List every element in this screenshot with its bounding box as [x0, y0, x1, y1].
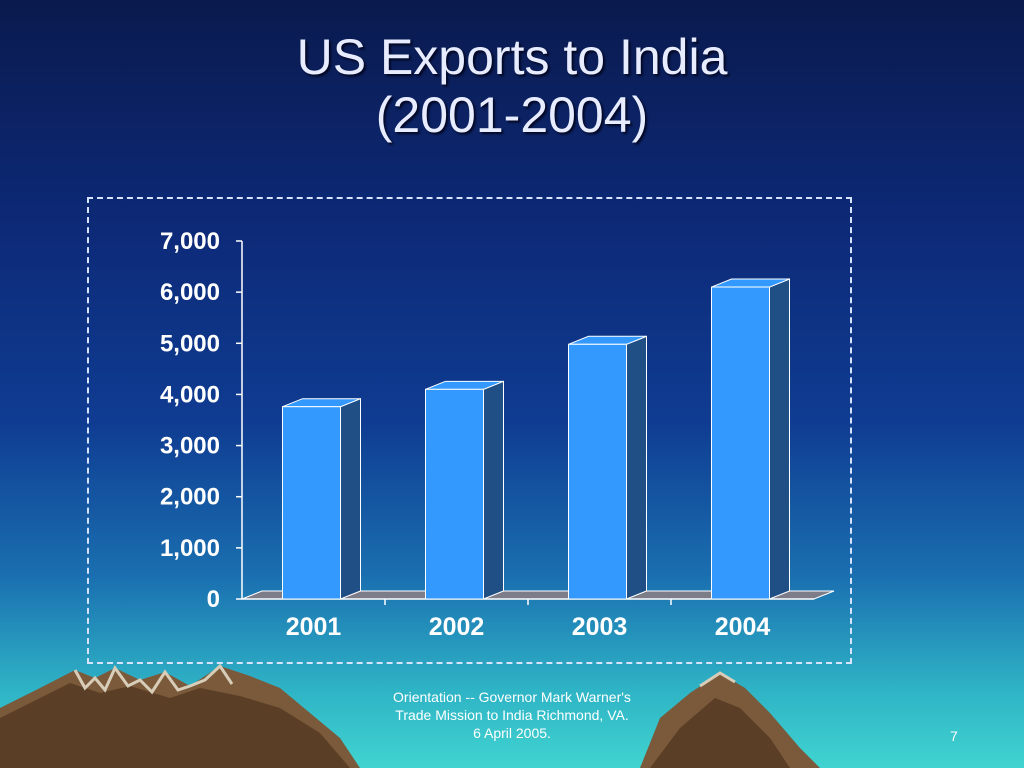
- y-tick-label: 3,000: [160, 433, 220, 460]
- chart-frame: 0 1,000 2,000 3,000 4,000 5,000 6,000 7,000 2001…: [87, 197, 852, 664]
- bar-side-2002: [483, 380, 504, 600]
- bar-side-2001: [340, 397, 361, 600]
- y-tick-label: 4,000: [160, 381, 220, 408]
- slide-title: US Exports to India (2001-2004): [0, 28, 1024, 144]
- y-tick-label: 0: [207, 586, 220, 613]
- x-tick-label: 2001: [286, 613, 342, 641]
- y-tick-label: 5,000: [160, 330, 220, 357]
- x-tick-label: 2003: [572, 613, 628, 641]
- y-tick-label: 6,000: [160, 279, 220, 306]
- y-tick-label: 2,000: [160, 484, 220, 511]
- title-line-1: US Exports to India: [296, 29, 728, 85]
- footer-text: Orientation -- Governor Mark Warner's Tr…: [340, 688, 684, 742]
- x-tick-label: 2004: [715, 613, 771, 641]
- page-number: 7: [950, 728, 958, 744]
- y-tick-label: 7,000: [160, 228, 220, 255]
- x-tick-label: 2002: [429, 613, 485, 641]
- bar-chart: 0 1,000 2,000 3,000 4,000 5,000 6,000 7,000 2001…: [160, 228, 835, 641]
- bar-2003: [568, 343, 627, 600]
- footer-line-3: 6 April 2005.: [473, 725, 551, 741]
- y-tick-label: 1,000: [160, 535, 220, 562]
- bar-side-2003: [626, 335, 647, 600]
- bar-2002: [425, 388, 484, 600]
- mountain-landscape-image: [0, 663, 820, 768]
- footer-line-2: Trade Mission to India Richmond, VA.: [395, 707, 629, 723]
- footer-line-1: Orientation -- Governor Mark Warner's: [393, 689, 631, 705]
- bar-2004: [711, 286, 770, 600]
- bar-side-2004: [769, 278, 790, 600]
- bar-2001: [282, 406, 341, 600]
- title-line-2: (2001-2004): [375, 87, 649, 143]
